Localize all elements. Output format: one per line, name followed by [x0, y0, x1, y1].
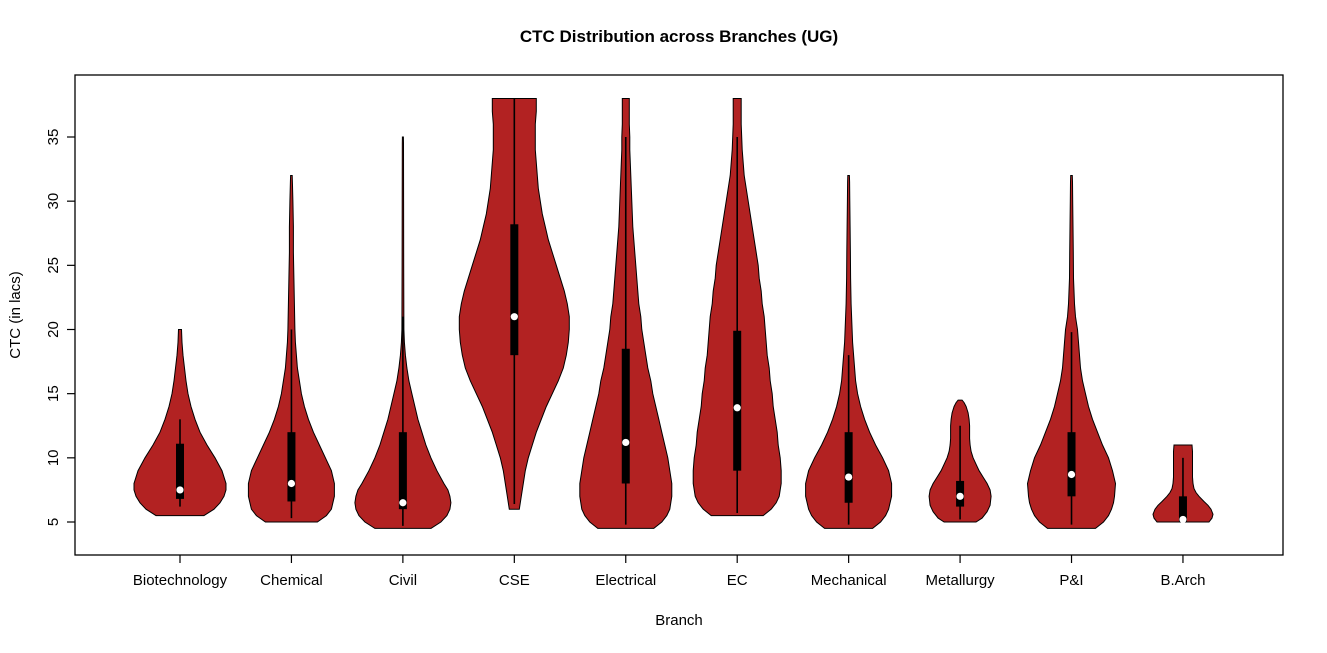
- iqr-box: [176, 443, 184, 499]
- y-tick-label: 20: [45, 321, 62, 338]
- y-tick-label: 5: [45, 518, 62, 526]
- median-dot: [176, 486, 184, 494]
- y-tick-label: 25: [45, 257, 62, 274]
- iqr-box: [510, 224, 519, 356]
- x-tick-label: Chemical: [260, 572, 323, 589]
- median-dot: [1067, 470, 1076, 479]
- x-tick-label: Civil: [389, 572, 417, 589]
- x-tick-label: Electrical: [595, 572, 656, 589]
- x-tick-label: B.Arch: [1160, 572, 1205, 589]
- chart-title: CTC Distribution across Branches (UG): [520, 27, 838, 46]
- x-tick-label: P&I: [1059, 572, 1083, 589]
- x-tick-label: EC: [727, 572, 748, 589]
- x-tick-label: Biotechnology: [133, 572, 228, 589]
- median-dot: [1179, 515, 1187, 524]
- iqr-box: [621, 348, 630, 484]
- x-axis-label: Branch: [655, 612, 703, 629]
- y-axis-label: CTC (in lacs): [7, 271, 24, 359]
- median-dot: [733, 404, 741, 412]
- iqr-box: [733, 330, 742, 471]
- median-dot: [622, 438, 630, 447]
- iqr-box: [398, 432, 407, 510]
- violin-shape: [805, 175, 893, 529]
- y-tick-label: 10: [45, 449, 62, 466]
- x-tick-label: Mechanical: [811, 572, 887, 589]
- median-dot: [510, 313, 518, 321]
- median-dot: [287, 479, 296, 488]
- iqr-box: [844, 432, 853, 503]
- iqr-box: [287, 432, 296, 502]
- y-tick-label: 15: [45, 385, 62, 402]
- median-dot: [399, 499, 407, 507]
- x-tick-label: CSE: [499, 572, 530, 589]
- iqr-box: [1178, 496, 1187, 522]
- y-tick-label: 30: [45, 193, 62, 210]
- y-tick-label: 35: [45, 129, 62, 146]
- median-dot: [956, 492, 964, 500]
- median-dot: [845, 473, 853, 481]
- plot-border: [74, 74, 1284, 556]
- iqr-box: [1067, 432, 1076, 497]
- x-tick-label: Metallurgy: [925, 572, 995, 589]
